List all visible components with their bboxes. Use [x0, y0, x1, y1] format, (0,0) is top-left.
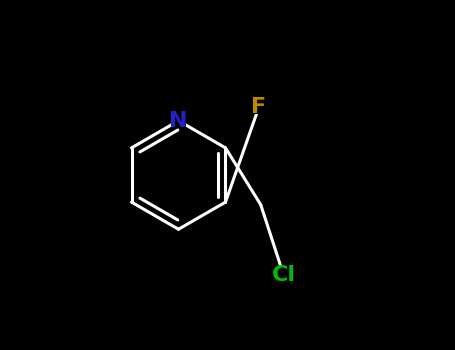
Bar: [252, 99, 266, 114]
Text: F: F: [252, 97, 267, 117]
Bar: [171, 113, 186, 128]
Text: Cl: Cl: [272, 265, 295, 285]
Text: N: N: [169, 111, 188, 131]
Bar: [273, 267, 294, 282]
